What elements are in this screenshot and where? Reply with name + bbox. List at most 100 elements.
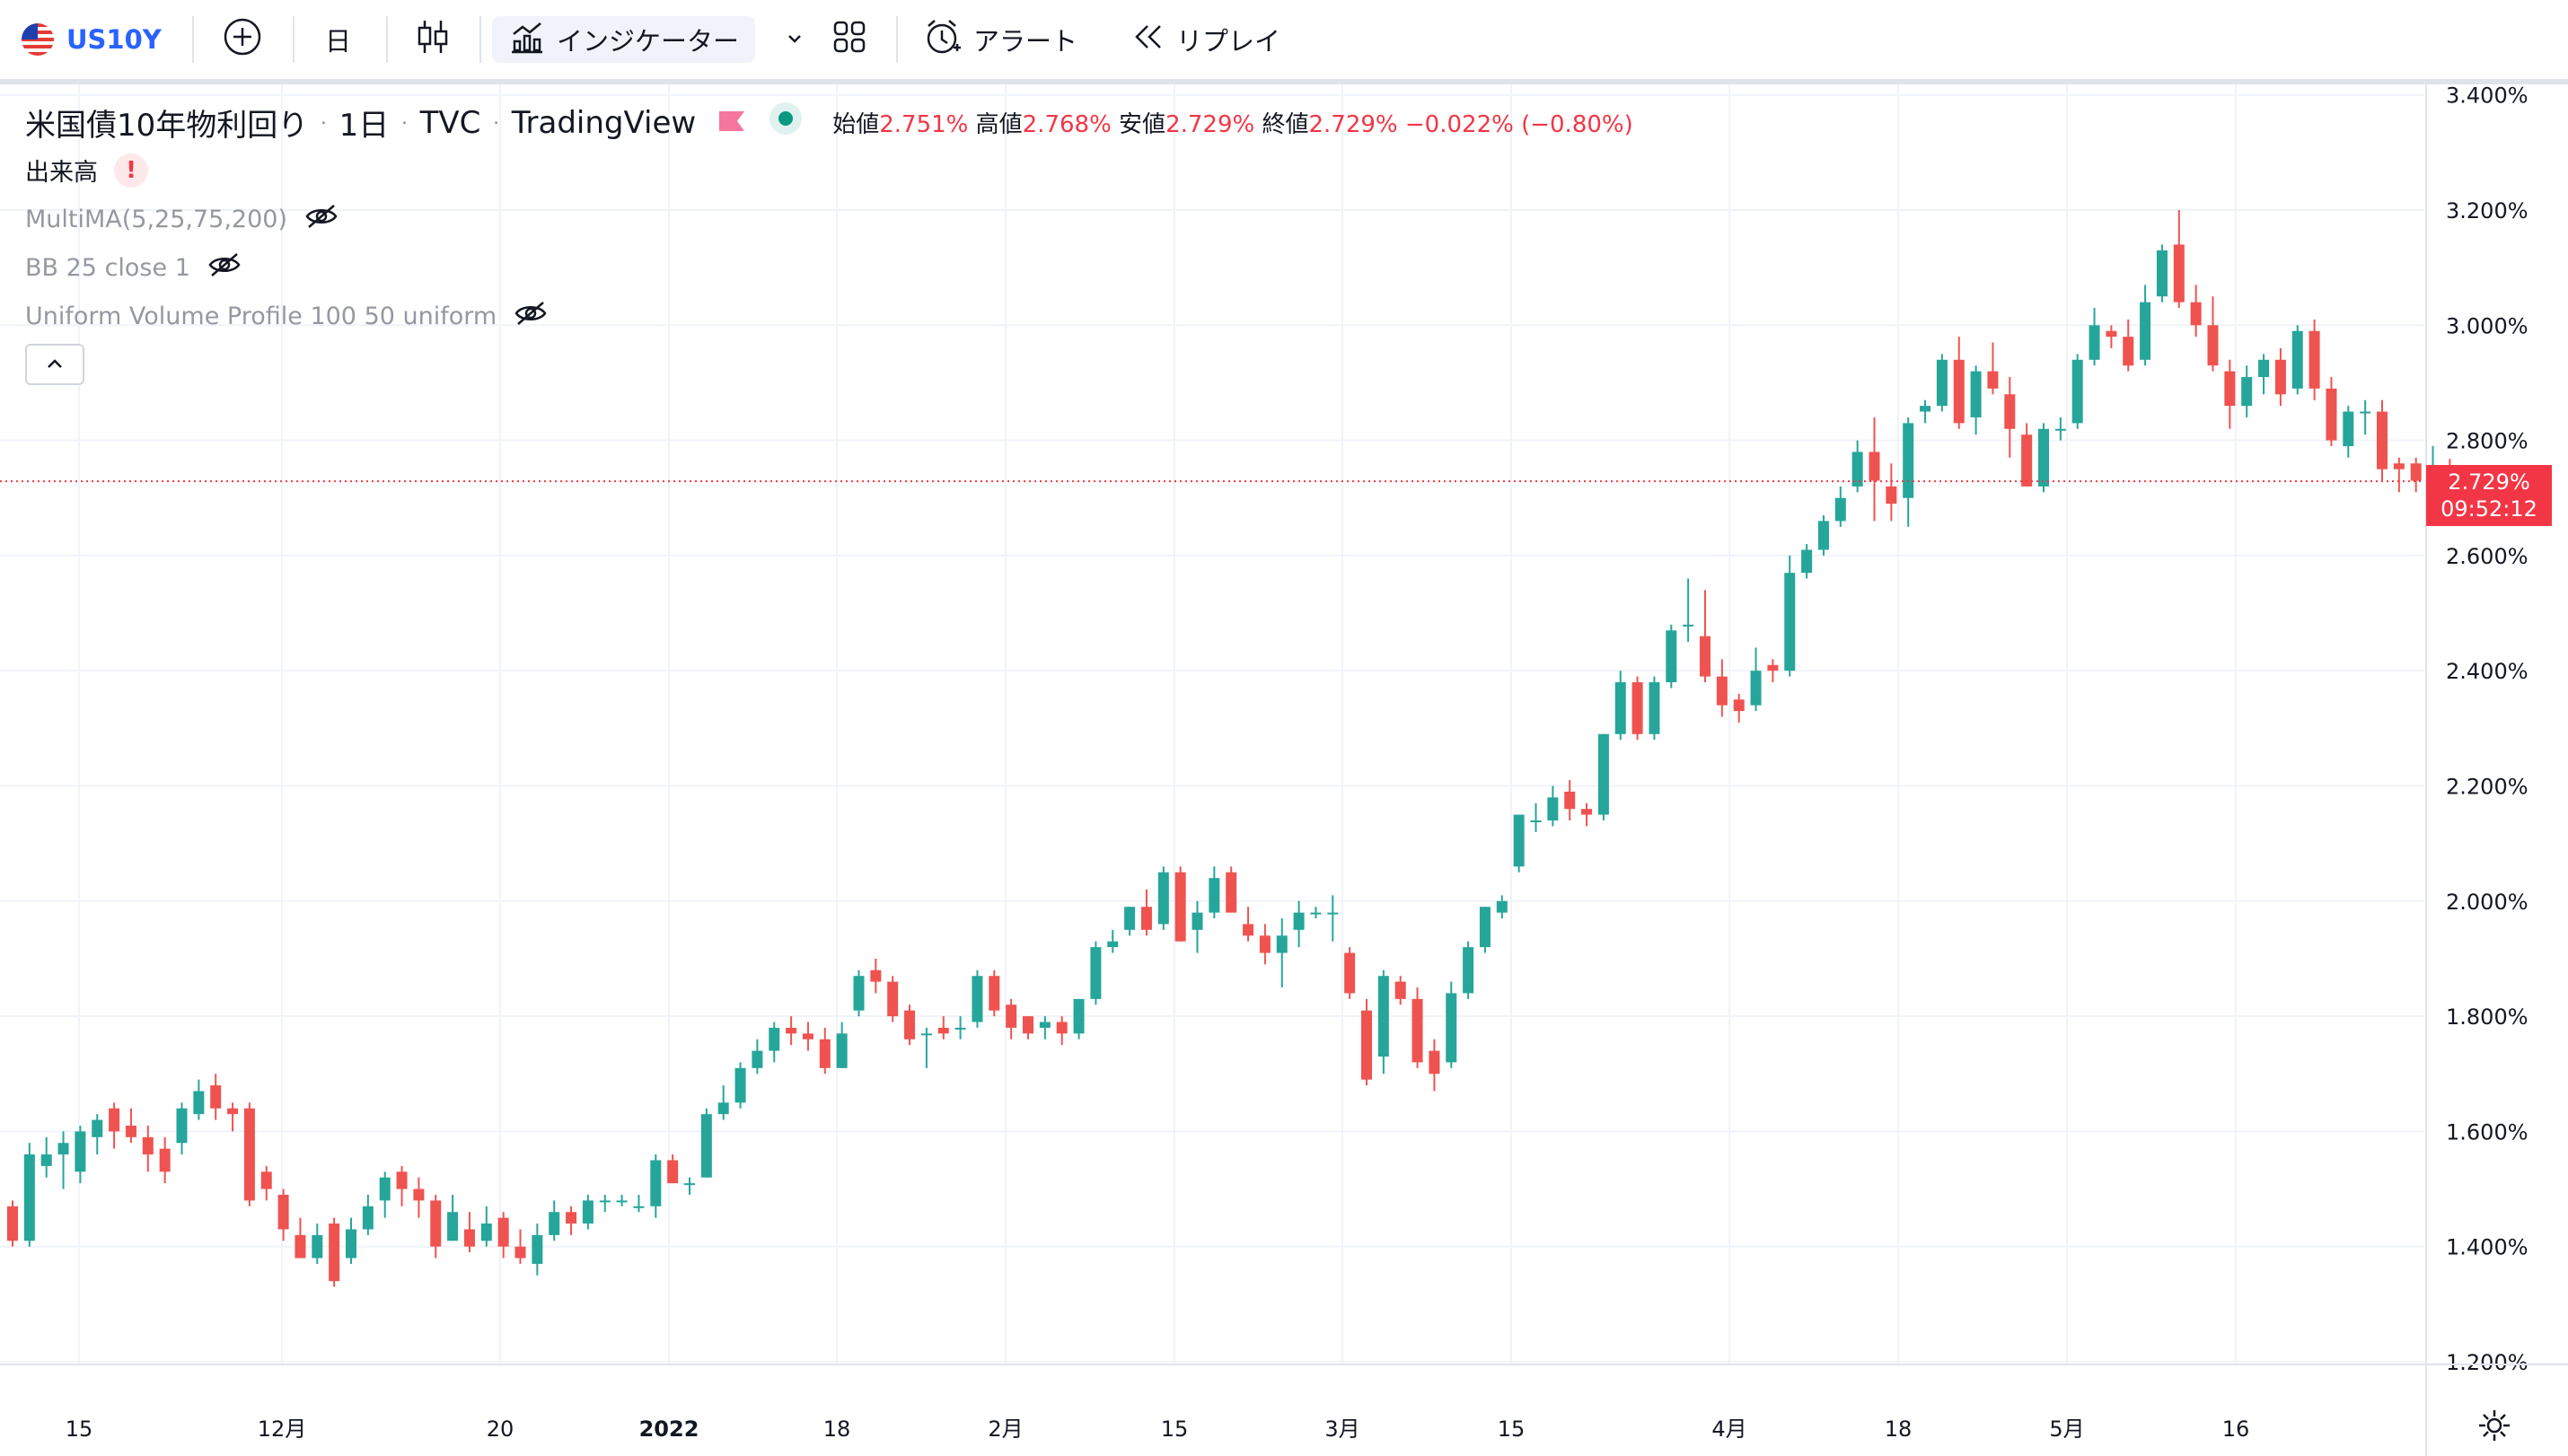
indicator-multima[interactable]: MultiMA(5,25,75,200) — [25, 203, 339, 236]
candle-body — [23, 1154, 35, 1241]
chart-settings-button[interactable] — [2476, 1408, 2512, 1447]
candle — [1851, 440, 1863, 493]
candle-body — [210, 1085, 222, 1109]
candle — [1903, 417, 1914, 527]
indicator-volume-profile[interactable]: Uniform Volume Profile 100 50 uniform — [25, 300, 549, 333]
interval-button[interactable]: 日 — [325, 16, 351, 63]
toolbar-divider — [192, 16, 194, 63]
candle — [1920, 399, 1931, 424]
candle — [430, 1194, 442, 1259]
eye-hidden-icon[interactable] — [513, 300, 549, 333]
eye-hidden-icon[interactable] — [303, 203, 339, 236]
candle-body — [1581, 809, 1593, 815]
candle-body — [650, 1160, 662, 1206]
indicator-bb[interactable]: BB 25 close 1 — [25, 251, 242, 285]
candle — [243, 1102, 255, 1206]
candle-body — [1023, 1016, 1033, 1034]
layouts-button[interactable] — [831, 16, 867, 63]
chevron-up-icon — [45, 356, 65, 373]
candle-body — [346, 1229, 356, 1259]
candle-body — [2207, 325, 2219, 366]
error-icon[interactable]: ! — [114, 153, 148, 188]
chart-type-button[interactable] — [415, 16, 451, 63]
candle-body — [972, 976, 983, 1022]
rewind-icon — [1130, 19, 1165, 61]
candle — [2377, 399, 2388, 481]
candle — [1834, 486, 1846, 527]
candle-body — [1886, 486, 1897, 504]
candle-body — [566, 1212, 577, 1224]
candle — [870, 958, 882, 994]
candle-body — [295, 1234, 306, 1259]
candle — [904, 1004, 916, 1046]
candle-body — [312, 1234, 323, 1259]
candle-body — [1174, 872, 1186, 942]
candle — [1817, 514, 1829, 556]
candle-body — [2274, 359, 2286, 395]
candle — [1073, 998, 1085, 1039]
candle — [633, 1194, 645, 1213]
collapse-legend-button[interactable] — [25, 344, 84, 385]
indicator-label: BB 25 close 1 — [25, 254, 190, 282]
candle-body — [75, 1131, 86, 1172]
x-tick-label: 16 — [2222, 1417, 2250, 1442]
volume-label: 出来高 — [25, 159, 98, 187]
candle-body — [2291, 330, 2303, 389]
candle — [1377, 969, 1389, 1074]
candle — [210, 1074, 222, 1120]
candle — [193, 1079, 205, 1120]
candle — [819, 1027, 831, 1074]
candle — [2071, 354, 2083, 429]
candle — [1513, 814, 1525, 873]
series-title[interactable]: 米国債10年物利回り — [25, 108, 309, 144]
candle — [616, 1194, 628, 1206]
price-chart[interactable]: 1.200% 1.400% 1.600% 1.800% 2.000% 2.200% 2.40… — [0, 84, 2568, 1456]
eye-hidden-icon[interactable] — [207, 251, 242, 285]
candle — [1614, 671, 1626, 741]
compare-button[interactable] — [223, 16, 262, 63]
candle-body — [989, 976, 1000, 1011]
candle-body — [1310, 912, 1322, 915]
flag-icon[interactable] — [717, 105, 746, 141]
symbol-search[interactable]: US10Y — [22, 16, 162, 63]
candle — [1886, 463, 1897, 522]
candle — [1293, 900, 1305, 948]
indicators-label: インジケーター — [557, 26, 740, 57]
candle-body — [1361, 1010, 1372, 1080]
candle-body — [2241, 377, 2253, 407]
candle — [2140, 285, 2151, 366]
candle-body — [667, 1160, 679, 1184]
candle-body — [549, 1212, 560, 1235]
alert-button[interactable]: アラート — [923, 16, 1077, 63]
candle — [2309, 319, 2320, 400]
volume-legend[interactable]: 出来高 ! — [25, 153, 148, 188]
candle-body — [2106, 330, 2117, 338]
candle-body — [684, 1183, 695, 1186]
candle-body — [1970, 371, 1982, 417]
candle — [1666, 624, 1677, 689]
candle — [1310, 907, 1322, 919]
symbol-label: US10Y — [66, 24, 162, 55]
indicators-dropdown[interactable] — [785, 16, 805, 63]
candle — [2089, 308, 2100, 366]
candle-body — [2309, 330, 2320, 389]
candle-body — [1496, 900, 1508, 913]
candle-body — [1513, 814, 1525, 867]
candle — [2291, 325, 2303, 395]
plus-circle-icon — [223, 17, 262, 63]
indicators-button[interactable]: インジケーター — [492, 16, 756, 63]
candle-body — [243, 1108, 255, 1201]
candle — [1463, 941, 1474, 999]
candle — [786, 1016, 797, 1046]
x-tick-label: 5月 — [2049, 1417, 2084, 1442]
market-open-icon — [768, 101, 804, 145]
replay-button[interactable]: リプレイ — [1130, 16, 1280, 63]
candle — [1039, 1016, 1051, 1039]
candle-body — [1226, 872, 1237, 913]
candle — [413, 1177, 425, 1218]
candle — [1276, 918, 1288, 988]
candle — [1564, 780, 1576, 820]
candle — [2207, 296, 2219, 372]
last-price-tag: 2.729% 09:52:12 — [2426, 465, 2552, 526]
candle-body — [227, 1108, 239, 1115]
